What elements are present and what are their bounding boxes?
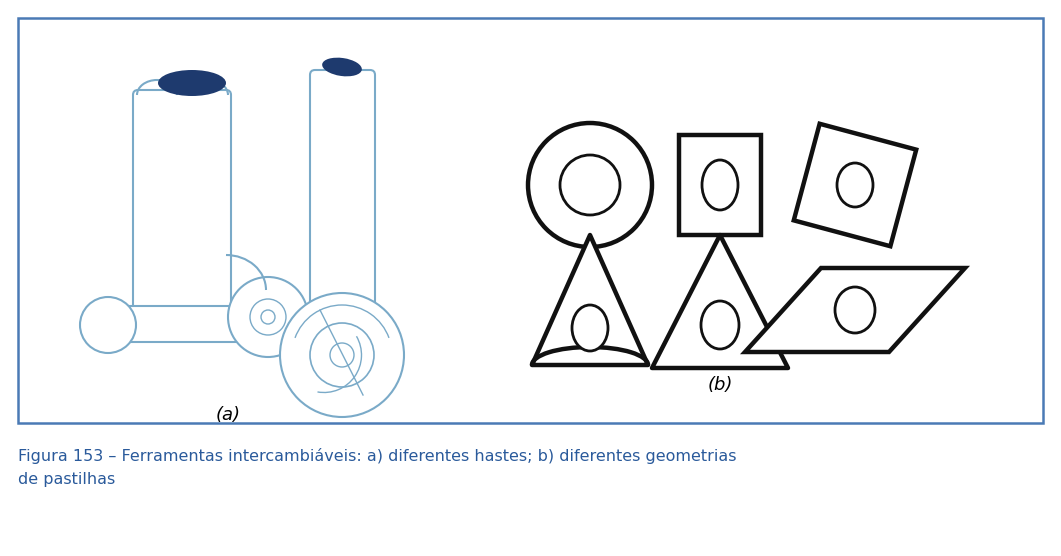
FancyBboxPatch shape	[18, 18, 1043, 423]
Circle shape	[261, 310, 275, 324]
Circle shape	[228, 277, 308, 357]
FancyBboxPatch shape	[133, 90, 231, 320]
Text: (b): (b)	[708, 376, 733, 394]
Ellipse shape	[701, 301, 740, 349]
Polygon shape	[794, 124, 917, 246]
Bar	[679, 135, 761, 235]
Text: (a): (a)	[215, 406, 241, 424]
Circle shape	[560, 155, 620, 215]
Circle shape	[528, 123, 653, 247]
Circle shape	[80, 297, 136, 353]
Ellipse shape	[572, 305, 608, 351]
FancyBboxPatch shape	[91, 306, 264, 342]
Circle shape	[310, 323, 373, 387]
Ellipse shape	[837, 163, 873, 207]
Ellipse shape	[323, 58, 362, 76]
Text: de pastilhas: de pastilhas	[18, 472, 116, 487]
FancyBboxPatch shape	[310, 70, 375, 335]
Circle shape	[280, 293, 404, 417]
Polygon shape	[653, 235, 788, 368]
Polygon shape	[532, 235, 648, 365]
Ellipse shape	[835, 287, 875, 333]
Circle shape	[330, 343, 354, 367]
Ellipse shape	[702, 160, 738, 210]
Ellipse shape	[158, 70, 226, 96]
Text: Figura 153 – Ferramentas intercambiáveis: a) diferentes hastes; b) diferentes ge: Figura 153 – Ferramentas intercambiáveis…	[18, 448, 736, 464]
Circle shape	[250, 299, 286, 335]
Polygon shape	[745, 268, 966, 352]
